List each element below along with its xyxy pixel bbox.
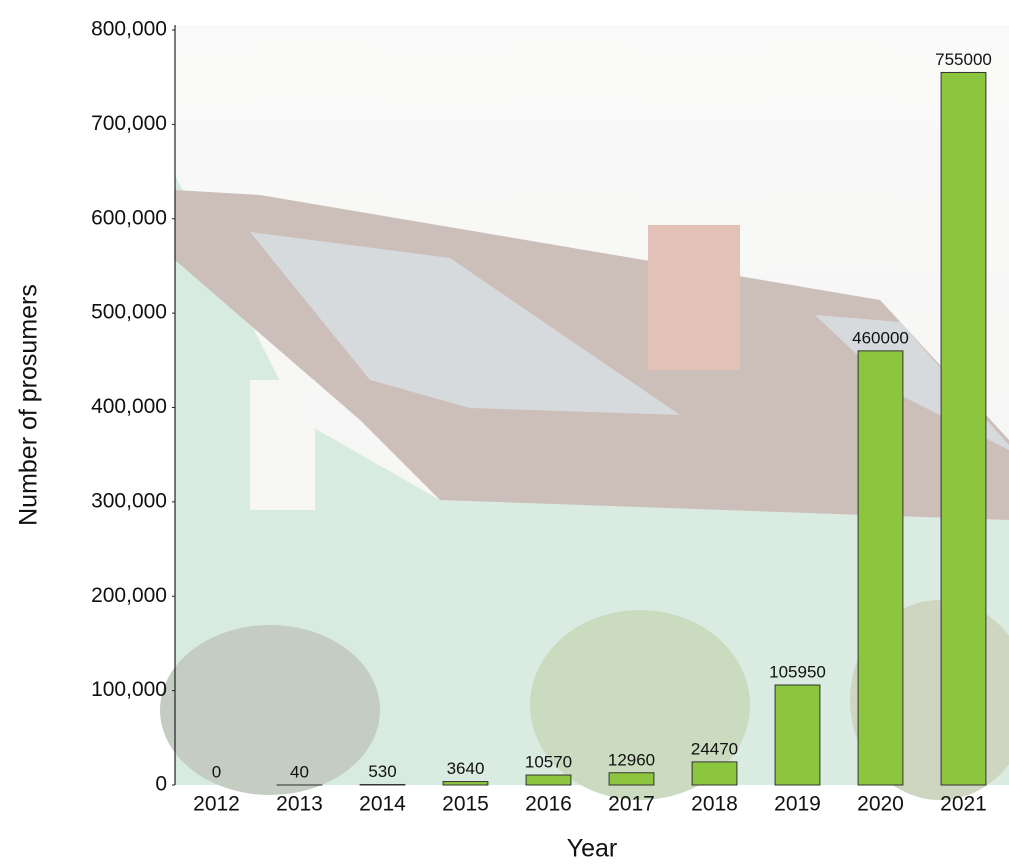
x-axis-title: Year xyxy=(567,835,618,863)
bar xyxy=(691,761,738,786)
y-tick-label: 200,000 xyxy=(91,584,167,607)
bar xyxy=(940,71,987,786)
data-label: 3640 xyxy=(447,759,485,778)
data-label: 12960 xyxy=(608,750,655,769)
x-tick-label: 2013 xyxy=(276,793,323,816)
y-tick-label: 300,000 xyxy=(91,489,167,512)
data-label: 40 xyxy=(290,762,309,781)
bar xyxy=(774,684,821,786)
y-axis-title: Number of prosumers xyxy=(15,284,43,526)
x-tick-label: 2014 xyxy=(359,793,406,816)
y-tick-label: 500,000 xyxy=(91,301,167,324)
x-tick-label: 2015 xyxy=(442,793,489,816)
data-label: 460000 xyxy=(852,328,909,347)
y-tick-label: 800,000 xyxy=(91,18,167,41)
x-tick-label: 2012 xyxy=(193,793,240,816)
data-label: 755000 xyxy=(935,50,992,69)
x-tick-label: 2016 xyxy=(525,793,572,816)
data-label: 530 xyxy=(368,762,396,781)
bar xyxy=(442,781,489,786)
bar xyxy=(608,772,655,786)
y-tick-label: 400,000 xyxy=(91,395,167,418)
data-label: 0 xyxy=(212,762,221,781)
x-tick-label: 2018 xyxy=(691,793,738,816)
data-label: 10570 xyxy=(525,753,572,772)
data-label: 105950 xyxy=(769,662,826,681)
y-tick-label: 100,000 xyxy=(91,678,167,701)
x-tick-label: 2021 xyxy=(940,793,987,816)
x-tick-label: 2020 xyxy=(857,793,904,816)
bar xyxy=(525,774,572,786)
bar xyxy=(359,783,406,786)
bar xyxy=(857,350,904,786)
x-tick-label: 2017 xyxy=(608,793,655,816)
data-label: 24470 xyxy=(691,739,738,758)
y-tick-label: 700,000 xyxy=(91,112,167,135)
x-tick-label: 2019 xyxy=(774,793,821,816)
y-tick-label: 600,000 xyxy=(91,206,167,229)
y-tick-label: 0 xyxy=(155,773,167,796)
